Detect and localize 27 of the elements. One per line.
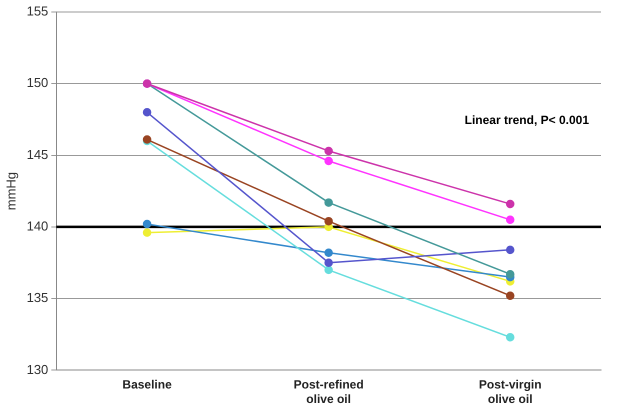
point <box>142 108 152 117</box>
point <box>324 216 333 226</box>
annotation: Linear trend, P< 0.001 <box>464 113 590 127</box>
y-tick-label: 135 <box>26 290 48 306</box>
x-tick-label: Baseline <box>122 378 172 392</box>
point <box>324 156 333 166</box>
point <box>324 198 333 207</box>
x-tick-label: Post-virgin olive oil <box>478 378 542 406</box>
y-tick-label: 150 <box>26 75 48 90</box>
point <box>506 332 514 342</box>
point <box>142 220 152 228</box>
point <box>324 258 333 267</box>
point <box>506 246 514 254</box>
x-tick-label: Post-refined olive oil <box>294 378 364 406</box>
y-tick-label: 130 <box>26 362 48 377</box>
y-tick-label: 145 <box>26 146 48 162</box>
point <box>506 291 514 300</box>
point <box>324 266 333 274</box>
y-tick-label: 155 <box>26 4 48 19</box>
y-tick-label: 140 <box>26 218 48 234</box>
point <box>506 200 514 208</box>
point <box>324 248 333 257</box>
point <box>506 270 514 278</box>
point <box>142 228 152 237</box>
point <box>506 216 514 224</box>
y-axis-title: mmHg <box>3 172 18 210</box>
point <box>324 146 333 156</box>
